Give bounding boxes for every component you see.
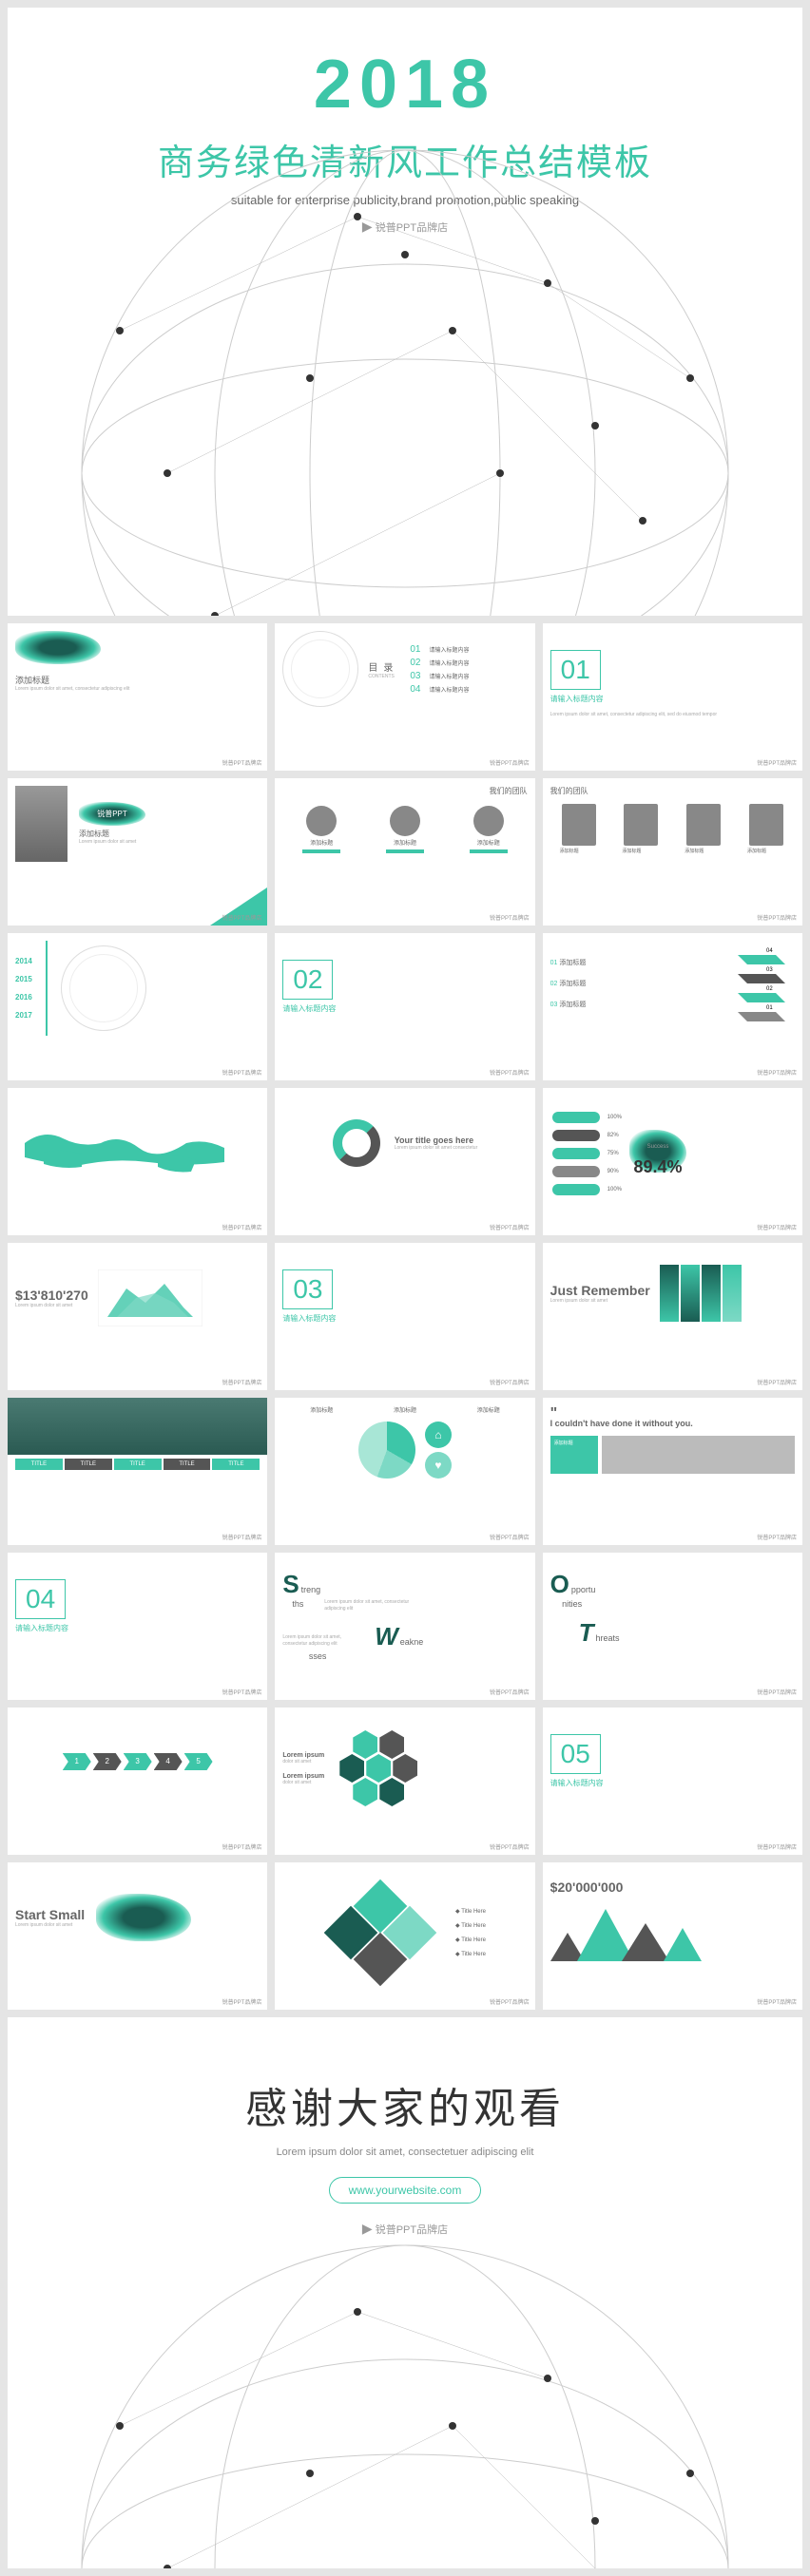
slide-3-section[interactable]: 01 请输入标题内容 Lorem ipsum dolor sit amet, c… bbox=[543, 623, 802, 771]
slide-16-tabs[interactable]: TITLE TITLE TITLE TITLE TITLE 锐普PPT品牌店 bbox=[8, 1398, 267, 1545]
cover-slide: 2018 商务绿色清新风工作总结模板 suitable for enterpri… bbox=[8, 8, 802, 616]
hexagon-cluster bbox=[338, 1729, 418, 1809]
slide-4-profile[interactable]: 锐普PPT 添加标题 Lorem ipsum dolor sit amet 锐普… bbox=[8, 778, 267, 925]
toc-item: 02请输入标题内容 bbox=[410, 658, 469, 668]
slide-8-section[interactable]: 02 请输入标题内容 锐普PPT品牌店 bbox=[275, 933, 534, 1080]
slide-12-percent[interactable]: 100% 82% 75% 90% 100% Success 89.4% 锐普PP… bbox=[543, 1088, 802, 1235]
money-value: $20'000'000 bbox=[550, 1880, 795, 1895]
donut-chart bbox=[333, 1119, 380, 1167]
avatar-icon bbox=[686, 804, 721, 846]
team-photo bbox=[602, 1436, 795, 1474]
slide-17-pie[interactable]: 添加标题 添加标题 添加标题 ⌂ ♥ 锐普PPT品牌店 bbox=[275, 1398, 534, 1545]
slide-1[interactable]: 添加标题 Lorem ipsum dolor sit amet, consect… bbox=[8, 623, 267, 771]
slide-11-donut[interactable]: Your title goes here Lorem ipsum dolor s… bbox=[275, 1088, 534, 1235]
image-strips bbox=[660, 1265, 742, 1322]
slide-6-team-grid[interactable]: 我们的团队 添加标题 添加标题 添加标题 添加标题 锐普PPT品牌店 bbox=[543, 778, 802, 925]
area-chart bbox=[98, 1269, 202, 1326]
big-percent: 89.4% bbox=[633, 1157, 682, 1177]
team-header: 我们的团队 bbox=[282, 786, 527, 796]
slide-20-sw[interactable]: S treng ths Lorem ipsum dolor sit amet, … bbox=[275, 1553, 534, 1700]
globe-icon bbox=[61, 945, 146, 1031]
quote-text: I couldn't have done it without you. bbox=[550, 1419, 795, 1428]
avatar-icon bbox=[562, 804, 596, 846]
end-subtitle: Lorem ipsum dolor sit amet, consectetuer… bbox=[46, 2147, 764, 2158]
slide-7-timeline[interactable]: 2014 2015 2016 2017 锐普PPT品牌店 bbox=[8, 933, 267, 1080]
slide-5-team[interactable]: 我们的团队 添加标题 添加标题 添加标题 锐普PPT品牌店 bbox=[275, 778, 534, 925]
letter-t: T bbox=[579, 1618, 594, 1647]
pie-chart bbox=[358, 1422, 415, 1479]
year: 2018 bbox=[27, 46, 783, 124]
letter-o: O bbox=[550, 1570, 569, 1598]
thanks-title: 感谢大家的观看 bbox=[46, 2074, 764, 2135]
slide-desc: Lorem ipsum dolor sit amet, consectetur … bbox=[15, 686, 260, 693]
slide-9-isometric[interactable]: 01 添加标题 02 添加标题 03 添加标题 04 03 02 01 锐普PP… bbox=[543, 933, 802, 1080]
brush-graphic bbox=[15, 631, 101, 664]
slide-27-triangles[interactable]: $20'000'000 锐普PPT品牌店 bbox=[543, 1862, 802, 2010]
triangle-chart bbox=[550, 1909, 795, 1963]
svg-text:03: 03 bbox=[766, 967, 773, 973]
diamond-grid bbox=[324, 1880, 436, 1986]
globe-decoration bbox=[72, 141, 738, 616]
avatar-icon bbox=[624, 804, 658, 846]
globe-icon bbox=[282, 631, 358, 707]
slide-19-section[interactable]: 04 请输入标题内容 锐普PPT品牌店 bbox=[8, 1553, 267, 1700]
avatar-icon bbox=[473, 806, 504, 836]
globe-decoration bbox=[72, 2236, 738, 2568]
slide-15-remember[interactable]: Just Remember Lorem ipsum dolor sit amet… bbox=[543, 1243, 802, 1390]
footer-brand: 锐普PPT品牌店 bbox=[222, 758, 262, 767]
brand-label: ▶ 锐普PPT品牌店 bbox=[46, 2221, 764, 2237]
home-icon: ⌂ bbox=[425, 1422, 452, 1448]
slide-26-diamonds[interactable]: ◆ Title Here ◆ Title Here ◆ Title Here ◆… bbox=[275, 1862, 534, 2010]
letter-w: W bbox=[375, 1622, 398, 1651]
avatar-icon bbox=[306, 806, 337, 836]
contents-en: CONTENTS bbox=[368, 674, 398, 679]
avatar-icon bbox=[390, 806, 420, 836]
slide-21-ot[interactable]: O pportu nities T hreats 锐普PPT品牌店 bbox=[543, 1553, 802, 1700]
isometric-stack: 04 03 02 01 bbox=[719, 941, 795, 1026]
end-slide: 感谢大家的观看 Lorem ipsum dolor sit amet, cons… bbox=[8, 2017, 802, 2568]
mountain-image bbox=[8, 1398, 267, 1455]
slide-13-chart[interactable]: $13'810'270 Lorem ipsum dolor sit amet 锐… bbox=[8, 1243, 267, 1390]
toc-item: 01请输入标题内容 bbox=[410, 644, 469, 655]
contents-cn: 目录 bbox=[368, 659, 398, 674]
letter-s: S bbox=[282, 1570, 299, 1598]
slide-22-steps[interactable]: 1 2 3 4 5 锐普PPT品牌店 bbox=[8, 1708, 267, 1855]
slide-10-worldmap[interactable]: 锐普PPT品牌店 bbox=[8, 1088, 267, 1235]
section-desc: Lorem ipsum dolor sit amet, consectetur … bbox=[550, 712, 795, 718]
section-box: 01 bbox=[550, 650, 601, 690]
svg-text:01: 01 bbox=[766, 1005, 773, 1011]
svg-text:02: 02 bbox=[766, 986, 773, 992]
slide-23-hexagons[interactable]: Lorem ipsum dolor sit amet Lorem ipsum d… bbox=[275, 1708, 534, 1855]
slide-14-section[interactable]: 03 请输入标题内容 锐普PPT品牌店 bbox=[275, 1243, 534, 1390]
brush-graphic bbox=[96, 1894, 191, 1941]
slide-title: 添加标题 bbox=[15, 674, 260, 686]
slide-25-startsmall[interactable]: Start Small Lorem ipsum dolor sit amet 锐… bbox=[8, 1862, 267, 2010]
world-map bbox=[15, 1115, 260, 1181]
slide-24-section[interactable]: 05 请输入标题内容 锐普PPT品牌店 bbox=[543, 1708, 802, 1855]
toc-item: 04请输入标题内容 bbox=[410, 684, 469, 695]
svg-text:04: 04 bbox=[766, 948, 773, 954]
avatar-icon bbox=[749, 804, 783, 846]
slide-2-contents[interactable]: 目录 CONTENTS 01请输入标题内容 02请输入标题内容 03请输入标题内… bbox=[275, 623, 534, 771]
heart-icon: ♥ bbox=[425, 1452, 452, 1479]
section-title: 请输入标题内容 bbox=[550, 694, 795, 704]
timeline-line bbox=[46, 941, 48, 1036]
money-value: $13'810'270 bbox=[15, 1288, 88, 1303]
slides-grid: 添加标题 Lorem ipsum dolor sit amet, consect… bbox=[8, 623, 802, 2010]
person-photo bbox=[15, 786, 68, 862]
website-button[interactable]: www.yourwebsite.com bbox=[329, 2177, 482, 2204]
arrow-steps: 1 2 3 4 5 bbox=[15, 1753, 260, 1770]
toc-item: 03请输入标题内容 bbox=[410, 671, 469, 681]
team-header: 我们的团队 bbox=[550, 786, 795, 796]
slide-18-quote[interactable]: " I couldn't have done it without you. 添… bbox=[543, 1398, 802, 1545]
